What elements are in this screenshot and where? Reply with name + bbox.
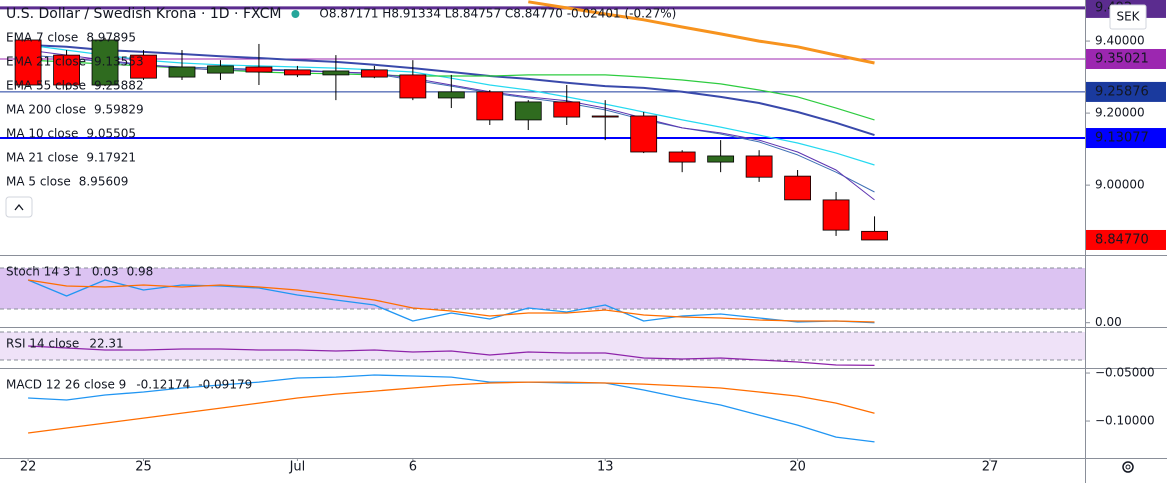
indicator-value: -0.12174 xyxy=(136,378,190,392)
candle-body xyxy=(476,91,504,121)
candle-body xyxy=(553,101,581,118)
price-tag xyxy=(1086,128,1166,149)
legend-name: EMA 7 close xyxy=(6,31,78,45)
candle-body xyxy=(322,70,350,76)
x-tick-label: 13 xyxy=(597,460,614,475)
legend-name: MA 200 close xyxy=(6,103,86,117)
last-price-tag xyxy=(1086,229,1166,250)
candle-body xyxy=(91,39,119,86)
indicator-title: MACD 12 26 close 9 xyxy=(6,378,126,392)
price-pane xyxy=(0,0,1085,241)
candle-body xyxy=(437,91,465,99)
legend-value: 8.97895 xyxy=(86,31,136,45)
indicator-line xyxy=(28,44,875,137)
gear[interactable] xyxy=(1122,461,1134,473)
price-tag-label: 9.13077 xyxy=(1095,131,1149,146)
price-tag xyxy=(1086,48,1166,69)
indicator-pane xyxy=(28,374,875,443)
x-tick-label: 6 xyxy=(409,460,417,475)
y-tick-label: 9.20000 xyxy=(1095,106,1145,120)
x-tick-label: 27 xyxy=(982,460,999,475)
indicator-line xyxy=(28,374,875,443)
chart-title: U.S. Dollar / Swedish Krona · 1D · FXCM xyxy=(6,6,281,22)
legend-value: 9.25882 xyxy=(94,79,144,93)
price-tag-label: 9.35021 xyxy=(1095,51,1149,66)
currency-box xyxy=(1109,4,1147,30)
ohlc-text: O8.87171 H8.91334 L8.84757 C8.84770 -0.0… xyxy=(319,7,676,21)
legend-value: 9.05505 xyxy=(86,127,136,141)
candle-body xyxy=(514,101,542,121)
y-tick-label: −0.05000 xyxy=(1095,366,1155,380)
candle-body xyxy=(591,115,619,118)
x-tick-label: 22 xyxy=(20,460,37,475)
candle-body xyxy=(360,69,388,78)
candle-body xyxy=(245,66,273,73)
candle-body xyxy=(284,69,311,76)
status-dot xyxy=(291,10,300,18)
candle-body xyxy=(745,155,773,178)
y-tick-label: 9.00000 xyxy=(1095,178,1145,192)
candle-body xyxy=(399,74,427,99)
legend-name: MA 10 close xyxy=(6,127,78,141)
gear-hub[interactable] xyxy=(1125,464,1131,470)
x-tick-label: 25 xyxy=(135,460,152,475)
indicator-value: -0.09179 xyxy=(198,378,252,392)
indicator-pane xyxy=(0,331,1085,367)
legend-value: 8.95609 xyxy=(79,175,129,189)
indicator-line xyxy=(27,279,875,323)
candle-body xyxy=(130,54,157,79)
candle-body xyxy=(168,66,196,78)
candle-body xyxy=(822,199,850,231)
legend-value: 9.13553 xyxy=(94,55,144,69)
indicator-line xyxy=(28,345,875,367)
legend-name: EMA 55 close xyxy=(6,79,86,93)
indicator-title: Stoch 14 3 1 xyxy=(6,265,82,279)
indicator-title: RSI 14 close xyxy=(6,337,79,351)
candle-body xyxy=(668,151,696,163)
indicator-pane xyxy=(0,267,1085,324)
price-tag xyxy=(1086,81,1166,102)
collapse-button[interactable] xyxy=(5,196,33,218)
candle-body xyxy=(784,175,811,201)
band xyxy=(0,268,1085,310)
indicator-value: 0.03 xyxy=(92,265,119,279)
x-tick-label: 20 xyxy=(789,460,806,475)
candle-body xyxy=(14,39,42,86)
y-tick-label: −0.10000 xyxy=(1095,414,1155,428)
indicator-value: 0.98 xyxy=(127,265,154,279)
collapse-icon[interactable] xyxy=(14,203,24,211)
candle-body xyxy=(861,230,888,241)
candle-body xyxy=(707,155,735,163)
legend-name: EMA 21 close xyxy=(6,55,86,69)
indicator-line xyxy=(28,381,875,434)
indicator-line xyxy=(528,0,875,65)
legend-name: MA 5 close xyxy=(6,175,71,189)
legend-name: MA 21 close xyxy=(6,151,78,165)
collapse-box[interactable] xyxy=(5,196,33,218)
candle-body xyxy=(207,65,234,74)
candle-body xyxy=(630,115,658,153)
y-tick-label: 9.40000 xyxy=(1095,34,1145,48)
price-tag-label: 9.25876 xyxy=(1095,84,1149,99)
last-price-label: 8.84770 xyxy=(1095,232,1149,247)
x-tick-label: Jul xyxy=(289,460,306,475)
indicator-value: 22.31 xyxy=(89,337,123,351)
band xyxy=(0,331,1085,361)
legend-value: 9.17921 xyxy=(86,151,136,165)
legend-value: 9.59829 xyxy=(94,103,144,117)
settings-button[interactable] xyxy=(1122,461,1134,473)
candle-body xyxy=(53,54,80,86)
currency-label: SEK xyxy=(1116,10,1140,24)
y-tick-label: 0.00 xyxy=(1095,315,1122,329)
